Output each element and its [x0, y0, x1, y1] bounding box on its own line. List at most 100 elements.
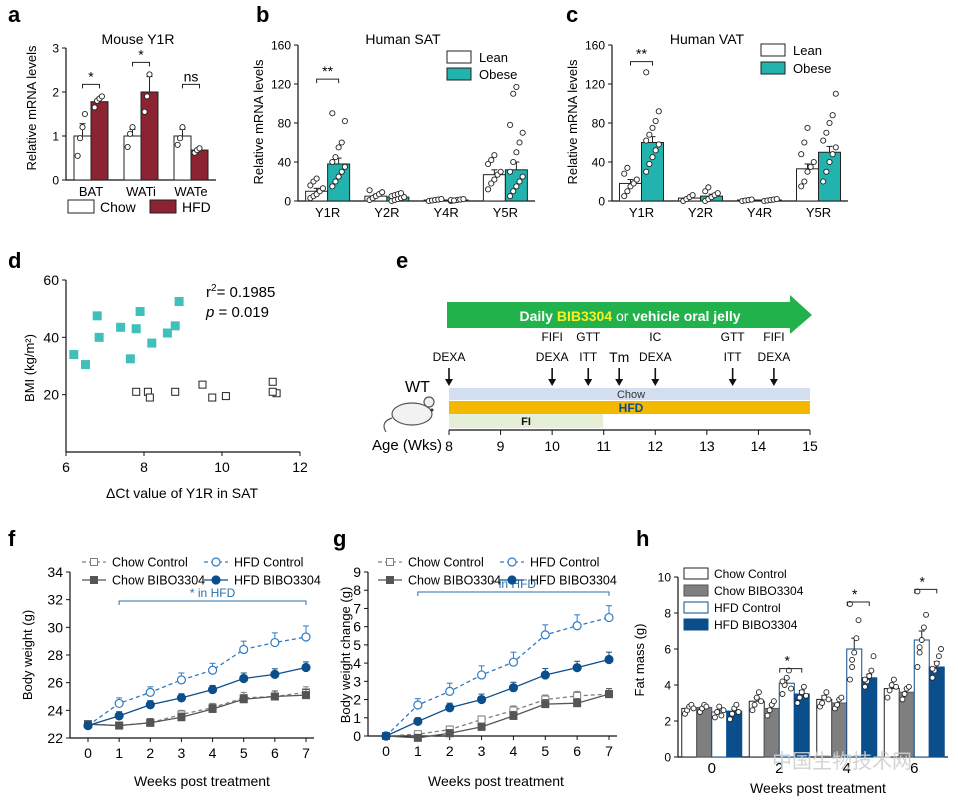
legend-c-obese-swatch	[760, 61, 786, 75]
legend-h-label: Chow BIBO3304	[714, 584, 804, 598]
data-point-g	[413, 716, 423, 727]
data-point-a	[79, 124, 86, 131]
x-tick-label-b: Y4R	[433, 205, 458, 220]
panel-e: e Daily BIB3304 or vehicle oral jelly DE…	[372, 248, 818, 454]
legend-a: Chow HFD	[67, 199, 211, 215]
y-axis-label-f: Body weight (g)	[20, 610, 35, 700]
data-point-g	[540, 670, 550, 680]
data-point-b	[485, 160, 492, 167]
legend-b-obese-label: Obese	[479, 67, 517, 82]
data-point-b	[485, 186, 492, 193]
legend-h-label: HFD Control	[714, 601, 781, 615]
data-point-c	[649, 154, 656, 161]
data-point-h	[720, 707, 727, 714]
x-tick-label-g: 7	[605, 743, 613, 759]
panel-title-c: Human VAT	[670, 31, 745, 47]
data-point-h	[714, 709, 721, 715]
data-point-a	[179, 124, 186, 131]
obese-point	[94, 332, 104, 342]
data-point-h	[729, 710, 736, 717]
data-point-b	[519, 129, 526, 136]
x-tick-label-g: 0	[382, 743, 390, 759]
data-point-h	[884, 694, 891, 701]
data-point-c	[798, 151, 805, 158]
data-point-f	[208, 704, 217, 713]
x-axis-label-f: Weeks post treatment	[134, 773, 270, 789]
data-point-g	[476, 694, 487, 705]
legend-f-label: HFD BIBO3304	[234, 574, 321, 588]
panel-d: d BMI (kg/m²) ΔCt value of Y1R in SAT 20…	[8, 248, 308, 501]
data-point-b	[329, 183, 336, 190]
panel-f: f Body weight (g) Weeks post treatment 2…	[8, 526, 321, 789]
data-point-h	[758, 698, 764, 705]
data-point-h	[823, 689, 830, 696]
lean-point	[268, 377, 277, 386]
data-point-c	[829, 151, 836, 158]
data-point-g	[604, 612, 614, 623]
data-point-b	[335, 144, 342, 151]
data-point-a	[141, 108, 148, 115]
legend-b-obese-swatch	[446, 67, 472, 81]
data-point-h	[899, 696, 906, 703]
data-point-b	[513, 149, 520, 156]
data-point-a	[81, 110, 88, 118]
data-point-f	[115, 721, 124, 730]
data-point-b	[341, 163, 348, 170]
x-tick-label-g: 6	[573, 743, 581, 759]
legend-h-swatch	[683, 567, 709, 580]
data-point-h	[800, 683, 807, 690]
event-label: ITT	[724, 350, 743, 364]
event-arrow-head	[445, 379, 453, 386]
hfd-band	[449, 401, 810, 414]
data-point-g	[445, 686, 455, 696]
data-point-f	[270, 637, 280, 648]
y-tick-label-a: 0	[52, 174, 59, 188]
x-tick-label-a: WATe	[174, 184, 207, 199]
legend-g-marker	[507, 557, 517, 567]
legend-g-label: Chow Control	[408, 556, 484, 570]
data-point-f	[239, 673, 249, 684]
panel-label-c: c	[566, 2, 578, 27]
data-point-c	[643, 137, 650, 144]
data-point-h	[766, 707, 773, 714]
legend-c-lean-label: Lean	[793, 43, 822, 58]
data-point-c	[652, 147, 659, 154]
data-point-b	[488, 156, 495, 164]
data-point-c	[624, 188, 631, 195]
x-tick-label-h: 2	[775, 760, 783, 777]
r2-annotation: r2= 0.1985	[206, 283, 275, 301]
panel-label-a: a	[8, 2, 21, 27]
data-point-h	[868, 667, 875, 674]
y-tick-label-d: 60	[43, 272, 59, 288]
data-point-c	[823, 129, 830, 136]
data-point-b	[313, 175, 320, 182]
legend-a-hfd-swatch	[149, 199, 177, 214]
age-tick-label: 12	[647, 438, 663, 454]
age-tick-label: 9	[497, 438, 505, 454]
lean-point	[132, 387, 141, 396]
data-point-c	[705, 184, 712, 191]
data-point-a	[124, 143, 131, 151]
y-tick-label-f: 22	[47, 730, 63, 746]
data-point-b	[510, 158, 517, 166]
panel-label-h: h	[636, 526, 649, 551]
y-tick-label-h: 8	[664, 607, 671, 621]
y-axis-label-g: Body weight change (g)	[338, 587, 353, 724]
legend-g-marker	[386, 576, 394, 584]
significance-label-h: *	[785, 653, 791, 669]
panel-title-a: Mouse Y1R	[102, 31, 175, 47]
y-tick-label-g: 3	[353, 673, 361, 689]
legend-h: Chow Control Chow BIBO3304 HFD Control HFD …	[683, 567, 804, 632]
data-point-b	[519, 173, 526, 180]
data-point-h	[779, 691, 786, 697]
y-tick-label-g: 5	[353, 637, 361, 653]
bar-a	[90, 101, 109, 181]
r2-value: = 0.1985	[217, 284, 276, 301]
data-point-h	[938, 646, 944, 652]
y-axis-label-b: Relative mRNA levels	[251, 59, 266, 184]
data-point-b	[338, 168, 345, 175]
panel-b: b Human SAT Relative mRNA levels 0 40 80 12…	[251, 2, 535, 220]
obese-point	[92, 311, 102, 321]
obese-point	[131, 324, 141, 334]
data-point-h	[933, 660, 940, 667]
